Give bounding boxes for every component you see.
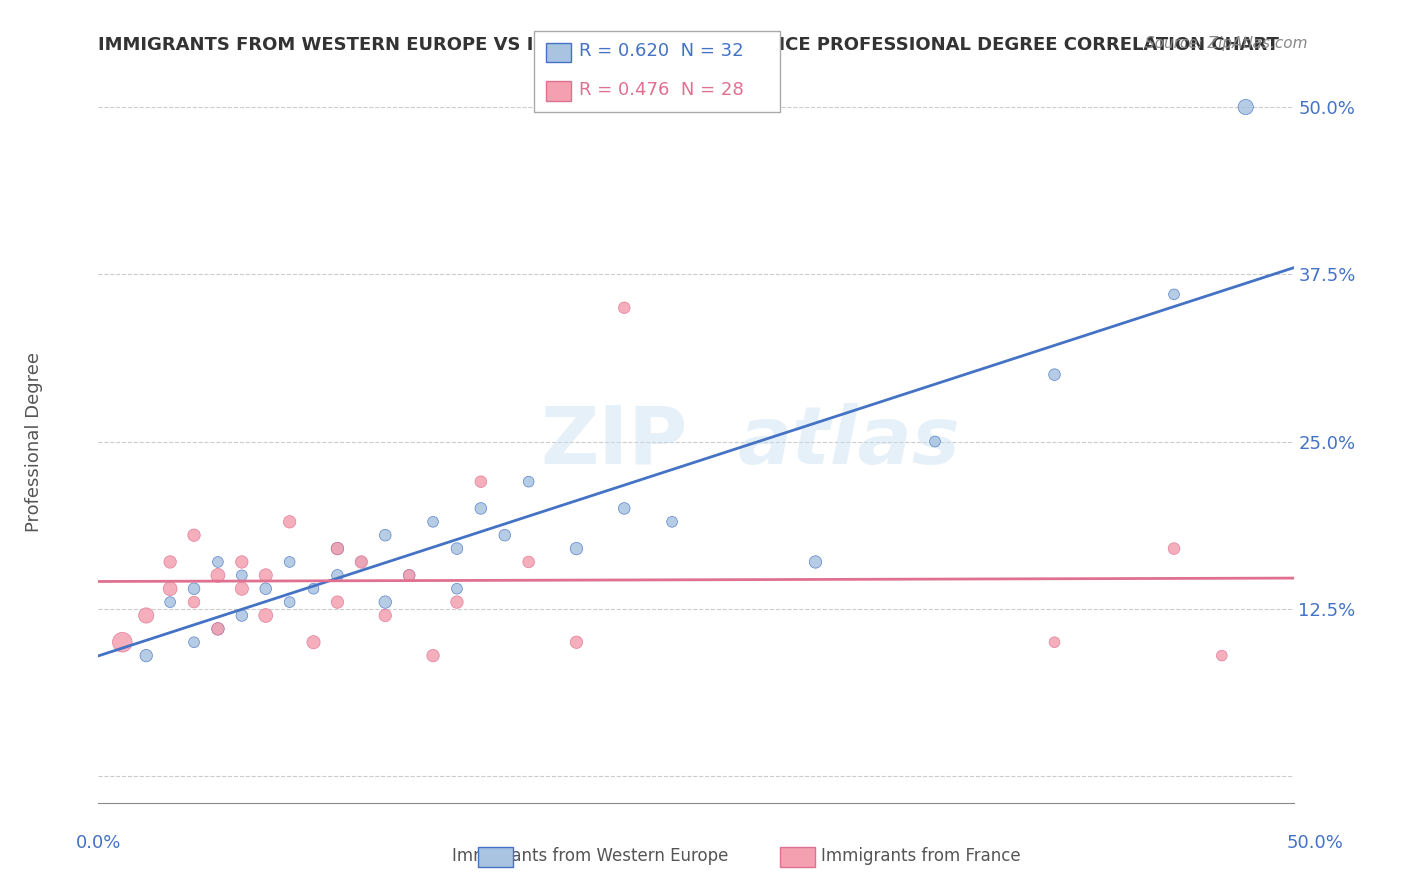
Point bbox=[446, 541, 468, 556]
Point bbox=[1163, 541, 1185, 556]
Point bbox=[231, 568, 253, 582]
Point bbox=[446, 595, 468, 609]
Point bbox=[231, 582, 253, 596]
Point bbox=[1211, 648, 1233, 663]
Point bbox=[254, 608, 277, 623]
Point bbox=[1043, 635, 1066, 649]
Text: R = 0.476  N = 28: R = 0.476 N = 28 bbox=[579, 81, 744, 99]
Point bbox=[1043, 368, 1066, 382]
Point bbox=[613, 501, 636, 516]
Text: Immigrants from France: Immigrants from France bbox=[821, 847, 1021, 865]
Point bbox=[517, 475, 540, 489]
Point bbox=[326, 595, 349, 609]
Point bbox=[565, 541, 588, 556]
Point bbox=[446, 582, 468, 596]
Text: ZIP: ZIP bbox=[541, 402, 688, 481]
Point bbox=[207, 622, 229, 636]
Point bbox=[278, 595, 301, 609]
Point bbox=[207, 555, 229, 569]
Point bbox=[159, 595, 181, 609]
Point bbox=[231, 608, 253, 623]
Point bbox=[183, 582, 205, 596]
Point bbox=[111, 635, 134, 649]
Point bbox=[231, 555, 253, 569]
Point bbox=[398, 568, 420, 582]
Point bbox=[470, 475, 492, 489]
Point bbox=[924, 434, 946, 449]
Text: 50.0%: 50.0% bbox=[1286, 834, 1343, 852]
Text: 0.0%: 0.0% bbox=[76, 834, 121, 852]
Point bbox=[1234, 100, 1257, 114]
Point bbox=[350, 555, 373, 569]
Point bbox=[207, 622, 229, 636]
Point bbox=[326, 541, 349, 556]
Point bbox=[661, 515, 683, 529]
Point bbox=[159, 555, 181, 569]
Point bbox=[183, 528, 205, 542]
Point bbox=[1163, 287, 1185, 301]
Text: R = 0.620  N = 32: R = 0.620 N = 32 bbox=[579, 42, 744, 60]
Text: IMMIGRANTS FROM WESTERN EUROPE VS IMMIGRANTS FROM FRANCE PROFESSIONAL DEGREE COR: IMMIGRANTS FROM WESTERN EUROPE VS IMMIGR… bbox=[98, 36, 1279, 54]
Point bbox=[422, 648, 444, 663]
Text: atlas: atlas bbox=[738, 402, 960, 481]
Point bbox=[374, 595, 396, 609]
Point bbox=[374, 608, 396, 623]
Y-axis label: Professional Degree: Professional Degree bbox=[25, 351, 42, 532]
Point bbox=[326, 568, 349, 582]
Point bbox=[326, 541, 349, 556]
Point bbox=[422, 515, 444, 529]
Point bbox=[278, 515, 301, 529]
Point bbox=[517, 555, 540, 569]
Point bbox=[804, 555, 827, 569]
Point bbox=[470, 501, 492, 516]
Point bbox=[254, 582, 277, 596]
Point bbox=[207, 568, 229, 582]
Point bbox=[278, 555, 301, 569]
Point bbox=[302, 635, 325, 649]
Point bbox=[302, 582, 325, 596]
Point bbox=[494, 528, 516, 542]
Point bbox=[350, 555, 373, 569]
Point bbox=[565, 635, 588, 649]
Point bbox=[159, 582, 181, 596]
Point bbox=[183, 595, 205, 609]
Text: Source: ZipAtlas.com: Source: ZipAtlas.com bbox=[1144, 36, 1308, 51]
Point bbox=[398, 568, 420, 582]
Point bbox=[374, 528, 396, 542]
Point bbox=[183, 635, 205, 649]
Text: Immigrants from Western Europe: Immigrants from Western Europe bbox=[453, 847, 728, 865]
Point bbox=[254, 568, 277, 582]
Point bbox=[135, 648, 157, 663]
Point bbox=[135, 608, 157, 623]
Point bbox=[613, 301, 636, 315]
